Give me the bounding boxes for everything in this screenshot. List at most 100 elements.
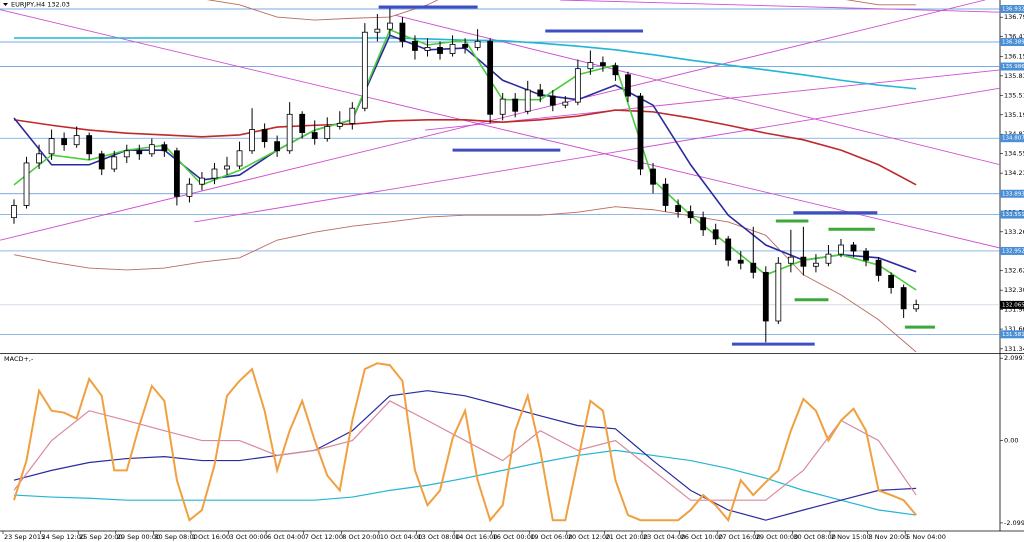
x-tick-label: 3 Nov 20:00 (869, 533, 909, 541)
candle-body (562, 101, 569, 106)
trendline (424, 69, 1000, 131)
level-label: 136.932 (1002, 6, 1024, 12)
level-label-box (1000, 189, 1024, 198)
symbol-menu-icon[interactable] (3, 3, 8, 6)
x-tick-label: 21 Oct 20:00 (605, 533, 647, 541)
y-tick-label: 134.552 (1004, 150, 1024, 158)
candle-body (261, 129, 268, 143)
candle-body (249, 129, 255, 152)
x-tick-label: 16 Oct 00:00 (493, 533, 535, 541)
candle-body (349, 107, 356, 124)
level-label-box (1000, 246, 1024, 255)
candle-body (787, 256, 794, 264)
candle-body (224, 165, 230, 170)
y-tick-label: 132.307 (1004, 286, 1024, 294)
candle-body (399, 22, 406, 42)
candle-body (336, 123, 343, 127)
x-tick-label: 29 Sep 00:00 (117, 533, 160, 541)
x-tick-label: 5 Nov 04:00 (906, 533, 946, 541)
candle-body (825, 253, 832, 264)
x-tick-label: 30 Oct 08:00 (793, 533, 835, 541)
y-tick-label: -2.0991 (1004, 519, 1024, 527)
candle-body (762, 271, 769, 322)
candle-body (324, 126, 331, 140)
price-panel (0, 0, 1000, 352)
candle-body (662, 183, 669, 206)
candle-body (574, 68, 581, 103)
y-tick-label: 135.832 (1004, 72, 1024, 80)
y-tick-label: 131.342 (1004, 345, 1024, 353)
candle-body (73, 135, 80, 146)
candle-body (737, 259, 744, 264)
last-price-label: 132.065 (1002, 302, 1024, 308)
indicator-line (13, 206, 917, 352)
candle-body (286, 113, 293, 152)
level-label-box (1000, 38, 1024, 47)
x-tick-label: 7 Oct 12:00 (305, 533, 343, 541)
y-tick-label: 136.477 (1004, 33, 1024, 41)
y-tick-label: 2.0991 (1004, 354, 1024, 362)
y-tick-label: 131.667 (1004, 325, 1024, 333)
candle-body (299, 113, 306, 133)
trendline (560, 0, 1000, 13)
candle-body (913, 304, 920, 310)
level-label: 135.986 (1002, 64, 1024, 70)
candle-body (236, 150, 243, 167)
x-tick-label: 23 Oct 04:00 (643, 533, 685, 541)
candle-body (512, 98, 519, 112)
trendline (0, 9, 1000, 249)
level-label-box (1000, 210, 1024, 219)
candle-body (888, 274, 894, 288)
candle-body (524, 89, 531, 112)
y-tick-label: 136.152 (1004, 52, 1024, 60)
macd-panel (13, 362, 917, 523)
candle-body (725, 238, 732, 261)
candle-body (474, 40, 481, 48)
y-tick-label: 135.192 (1004, 111, 1024, 119)
level-label-box (1000, 4, 1024, 13)
candle-body (813, 262, 819, 267)
candle-body (712, 229, 719, 240)
x-tick-label: 3 Oct 00:00 (230, 533, 268, 541)
x-tick-label: 14 Oct 16:00 (455, 533, 497, 541)
candle-body (449, 43, 456, 54)
candle-body (600, 62, 606, 67)
indicator-line (13, 390, 917, 521)
candle-body (199, 177, 205, 185)
candle-body (361, 31, 368, 109)
indicator-line (13, 362, 917, 523)
candle-body (98, 153, 105, 170)
candle-body (61, 138, 68, 146)
candle-body (700, 217, 707, 231)
candle-body (487, 40, 494, 115)
candle-body (148, 144, 155, 155)
candle-body (86, 135, 93, 155)
level-label-box (1000, 134, 1024, 143)
candle-body (136, 150, 143, 155)
candle-body (186, 183, 193, 197)
candle-body (625, 74, 631, 97)
x-tick-label: 23 Sep 2015 (4, 533, 45, 541)
y-tick-label: 133.267 (1004, 228, 1024, 236)
candle-body (123, 150, 130, 158)
candle-body (437, 47, 443, 54)
level-label-box (1000, 62, 1024, 71)
candle-body (838, 244, 844, 255)
x-tick-label: 27 Oct 16:00 (718, 533, 760, 541)
candle-body (11, 205, 17, 219)
x-tick-label: 8 Oct 20:00 (342, 533, 380, 541)
x-tick-label: 29 Oct 00:00 (756, 533, 798, 541)
indicator-line (13, 109, 917, 186)
candle-body (800, 256, 807, 267)
level-label: 133.893 (1002, 191, 1024, 197)
indicator-line (13, 400, 917, 501)
level-label: 134.807 (1002, 136, 1024, 142)
candle-body (161, 144, 168, 152)
candle-body (650, 168, 656, 185)
candle-body (36, 153, 42, 164)
x-tick-label: 13 Oct 08:00 (417, 533, 459, 541)
candle-body (424, 47, 431, 51)
y-tick-label: 135.512 (1004, 91, 1024, 99)
